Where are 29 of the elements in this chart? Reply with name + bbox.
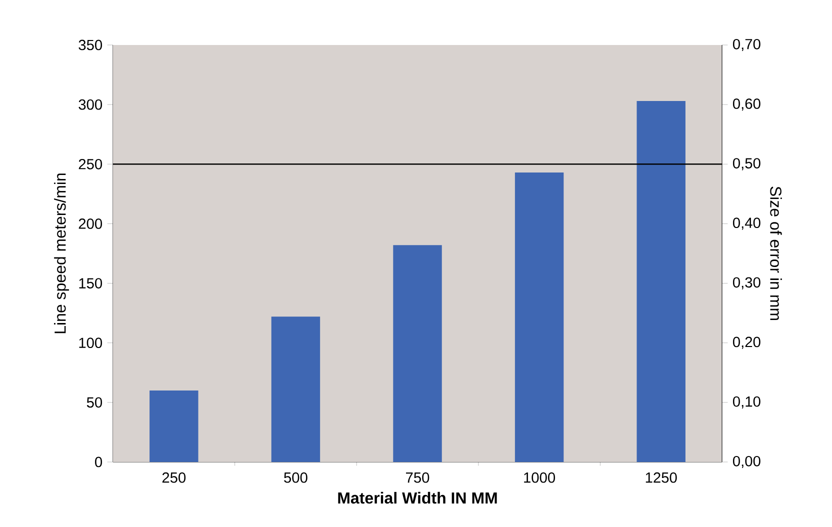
x-tick-label: 250 (162, 472, 186, 483)
y-tick-label: 300 (78, 99, 102, 110)
y2-tick-label: 0,10 (732, 396, 760, 408)
x-tick-label: 1000 (524, 472, 556, 483)
x-axis-title: Material Width IN MM (338, 492, 497, 504)
y2-tick-label: 0,40 (732, 218, 760, 230)
y2-axis-title: Size of error in mm (770, 186, 782, 320)
x-tick-label: 500 (284, 472, 308, 483)
y-tick-label: 200 (78, 218, 102, 229)
bar (271, 316, 320, 462)
y-tick-label: 350 (78, 40, 102, 50)
bar (514, 172, 564, 462)
y-axis-title: Line speed meters/min (54, 174, 69, 334)
x-tick-label: 1250 (646, 472, 677, 483)
y2-tick-label: 0,30 (732, 277, 760, 290)
y2-tick-label: 0,70 (732, 38, 760, 52)
y-tick-label: 250 (78, 158, 102, 170)
y-tick-label: 50 (86, 397, 102, 408)
y2-tick-label: 0,50 (732, 158, 760, 170)
y-tick-label: 0 (95, 456, 102, 468)
y2-tick-label: 0,20 (732, 336, 760, 349)
y2-tick-label: 0,00 (732, 456, 760, 468)
x-tick-label: 750 (406, 472, 430, 483)
bar (636, 100, 686, 462)
y2-tick-label: 0,60 (732, 98, 760, 111)
bar (393, 245, 442, 462)
bar (150, 390, 198, 462)
y-tick-label: 150 (79, 278, 102, 288)
y-tick-label: 100 (79, 338, 102, 348)
